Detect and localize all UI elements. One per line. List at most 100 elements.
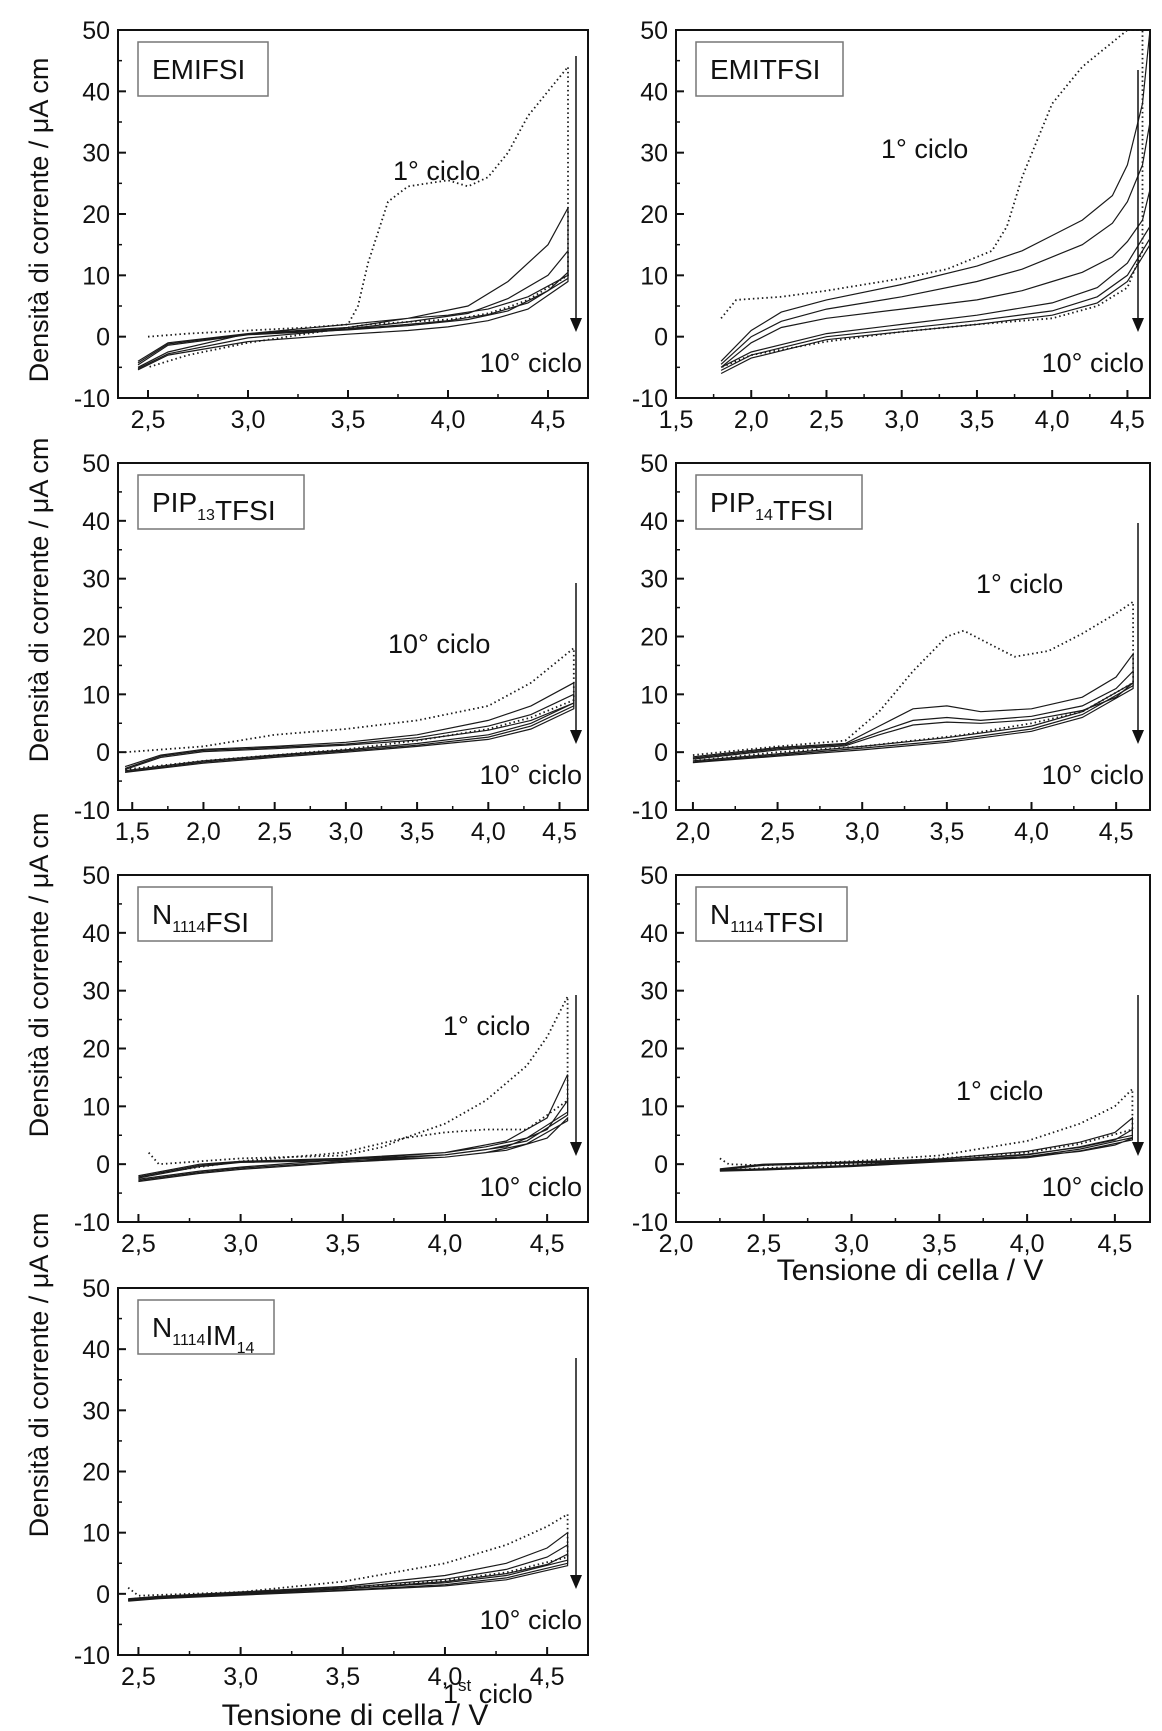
- x-tick-label: 2,0: [659, 1230, 694, 1258]
- x-tick-label: 3,5: [400, 818, 435, 846]
- y-tick-label: 40: [640, 920, 668, 948]
- panel-5: -10 0 10 20 30 40 50 2,5 3,0 3,5 4,0 4,5 N1114FSI 1° …: [74, 862, 589, 1258]
- legend-frame: [695, 41, 844, 97]
- legend-box: N1114TFSI: [695, 886, 848, 942]
- y-tick-label: 30: [82, 978, 110, 1006]
- y-tick-label: 0: [96, 1151, 110, 1179]
- y-tick-label: 50: [640, 862, 668, 890]
- panel-3: -10 0 10 20 30 40 50 1,5 2,0 2,5 3,0 3,5 4,0 4,5 PIP13…: [74, 450, 589, 846]
- x-tick-label: 4,5: [1110, 406, 1145, 434]
- y-tick-label: 30: [82, 140, 110, 168]
- y-tick-label: -10: [74, 1642, 110, 1670]
- y-tick-label: 20: [82, 1036, 110, 1064]
- legend-frame: [137, 1299, 275, 1355]
- y-tick-label: 0: [96, 1581, 110, 1609]
- first-cycle-label: 1° ciclo: [393, 156, 480, 186]
- first-cycle-label: 1° ciclo: [881, 134, 968, 164]
- x-tick-label: 2,5: [131, 406, 166, 434]
- first-cycle-label: 1° ciclo: [976, 569, 1063, 599]
- cycle-arrow-head: [570, 1575, 582, 1589]
- series-cycle-3: [128, 1543, 569, 1602]
- legend-box: PIP13TFSI: [137, 474, 305, 530]
- y-tick-label: 20: [82, 201, 110, 229]
- y-tick-label: 10: [82, 262, 110, 290]
- y-tick-label: 20: [640, 1036, 668, 1064]
- last-cycle-label: 10° ciclo: [1042, 1172, 1144, 1202]
- panel-1: -10 0 10 20 30 40 50 2,5 3,0 3,5 4,0 4,5 EMIFSI 1° ci…: [74, 17, 589, 434]
- y-tick-label: -10: [74, 797, 110, 825]
- x-tick-label: 3,0: [223, 1230, 258, 1258]
- series-cycle-2: [719, 1116, 1134, 1171]
- x-tick-label: 2,0: [186, 818, 221, 846]
- x-tick-label: 2,5: [257, 818, 292, 846]
- legend-box: N1114FSI: [137, 886, 273, 942]
- x-tick-label: 4,0: [1014, 818, 1049, 846]
- series-cycle-4: [128, 1553, 569, 1602]
- panel-2: -10 0 10 20 30 40 50 1,5 2,0 2,5 3,0 3,5 4,0 4,5 EMITF…: [632, 17, 1151, 434]
- y-tick-label: 50: [640, 450, 668, 478]
- y-tick-label: 40: [640, 508, 668, 536]
- y-tick-label: 40: [82, 920, 110, 948]
- y-tick-label: 0: [654, 324, 668, 352]
- x-tick-label: 4,5: [1098, 1230, 1133, 1258]
- series-cycle-4: [719, 1137, 1134, 1172]
- y-tick-label: 50: [82, 862, 110, 890]
- series-cycle-3: [692, 669, 1134, 763]
- series-cycle-2: [720, 30, 1150, 368]
- last-cycle-label: 10° ciclo: [480, 1172, 582, 1202]
- y-tick-label: 20: [82, 624, 110, 652]
- y-tick-label: 10: [640, 1093, 668, 1121]
- x-tick-label: 4,5: [530, 1663, 565, 1691]
- x-tick-label: 2,0: [734, 406, 769, 434]
- series-cycle-4: [137, 270, 569, 371]
- legend-label: N1114FSI: [152, 899, 249, 938]
- y-tick-label: 30: [82, 566, 110, 594]
- y-tick-label: 20: [82, 1459, 110, 1487]
- x-tick-label: 3,0: [231, 406, 266, 434]
- legend-box: EMIFSI: [137, 41, 269, 97]
- y-tick-label: 30: [640, 978, 668, 1006]
- series-first-cycle: [720, 30, 1144, 369]
- y-axis-label-row-3: Densità di corrente / μA cm: [24, 813, 54, 1138]
- x-axis-label-right: Tensione di cella / V: [777, 1254, 1044, 1287]
- y-tick-label: 40: [82, 508, 110, 536]
- series-cycle-3: [720, 121, 1150, 371]
- y-tick-label: 50: [640, 17, 668, 45]
- x-tick-label: 4,0: [1035, 406, 1070, 434]
- x-tick-label: 3,0: [845, 818, 880, 846]
- legend-box: EMITFSI: [695, 41, 844, 97]
- legend-frame: [695, 886, 848, 942]
- cycle-arrow-head: [570, 318, 582, 332]
- x-axis-label-left: Tensione di cella / V: [222, 1699, 489, 1731]
- x-tick-label: 4,0: [1010, 1230, 1045, 1258]
- x-tick-label: 4,5: [1099, 818, 1134, 846]
- x-tick-label: 2,5: [121, 1230, 156, 1258]
- panel-4: -10 0 10 20 30 40 50 2,0 2,5 3,0 3,5 4,0 4,5 PIP14TFS…: [632, 450, 1151, 846]
- x-tick-label: 4,0: [428, 1230, 463, 1258]
- y-tick-label: 50: [82, 450, 110, 478]
- y-tick-label: -10: [74, 385, 110, 413]
- y-tick-label: 10: [640, 681, 668, 709]
- x-tick-label: 3,5: [331, 406, 366, 434]
- y-tick-label: -10: [632, 797, 668, 825]
- x-tick-label: 3,5: [929, 818, 964, 846]
- cycle-arrow-head: [570, 1142, 582, 1156]
- first-cycle-label: 1st ciclo: [443, 1676, 533, 1709]
- x-tick-label: 4,5: [530, 1230, 565, 1258]
- x-tick-label: 3,5: [960, 406, 995, 434]
- y-tick-label: 40: [640, 78, 668, 106]
- y-tick-label: -10: [632, 385, 668, 413]
- y-tick-label: 20: [640, 201, 668, 229]
- series-cycle-2: [692, 652, 1134, 762]
- y-tick-label: 0: [654, 1151, 668, 1179]
- cycle-arrow-head: [1132, 730, 1144, 744]
- y-axis-label-row-2: Densità di corrente / μA cm: [24, 438, 54, 763]
- x-tick-label: 3,5: [325, 1663, 360, 1691]
- series-first-cycle: [692, 600, 1134, 762]
- y-tick-label: 10: [82, 681, 110, 709]
- series-cycle-3: [138, 1098, 569, 1181]
- x-tick-label: 3,0: [328, 818, 363, 846]
- series-cycle-2: [124, 681, 575, 772]
- y-tick-label: 10: [82, 1093, 110, 1121]
